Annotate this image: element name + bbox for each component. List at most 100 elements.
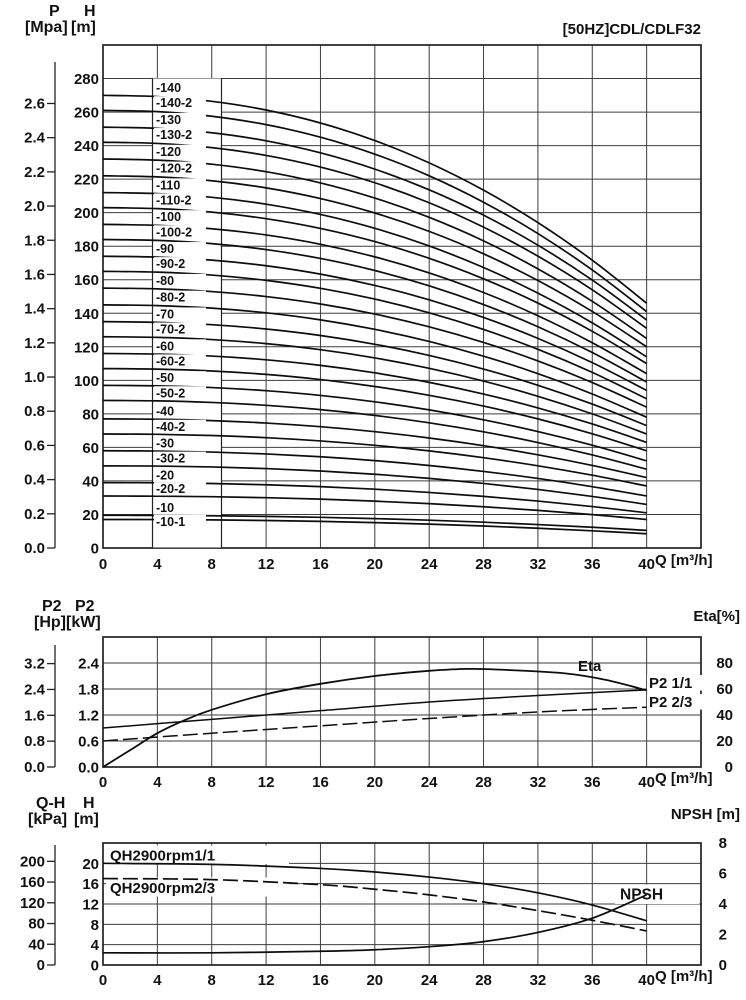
svg-text:12: 12: [258, 774, 275, 791]
svg-text:0.8: 0.8: [24, 733, 45, 750]
svg-text:16: 16: [312, 556, 329, 573]
svg-text:40: 40: [638, 774, 655, 791]
power-hp-axis-name: P2: [42, 598, 62, 615]
power-efficiency-right-tick-labels: 0 20 40 60 80: [716, 655, 733, 776]
svg-text:-120: -120: [156, 145, 181, 159]
svg-text:28: 28: [475, 774, 492, 791]
stage-curve-labels: -140-140-2 -130-130-2 -120 -120-2 -110-110-2…: [154, 81, 206, 529]
single-stage-qh-npsh-secondary-ruler: 0 40 80 120 160 200: [20, 845, 56, 974]
power-efficiency-grid: [102, 636, 702, 768]
svg-text:12: 12: [82, 897, 99, 914]
svg-text:-30: -30: [156, 437, 174, 451]
svg-text:40: 40: [716, 707, 733, 724]
svg-text:2.4: 2.4: [78, 656, 100, 673]
power-hp-axis-unit: [Hp]: [34, 614, 66, 631]
svg-text:8: 8: [91, 917, 99, 934]
head-axis-name: H: [84, 3, 96, 20]
svg-text:0.0: 0.0: [24, 540, 45, 557]
svg-text:-40-2: -40-2: [156, 420, 185, 434]
svg-text:-50: -50: [156, 371, 174, 385]
svg-text:2.4: 2.4: [24, 130, 46, 147]
svg-text:16: 16: [312, 774, 329, 791]
svg-text:12: 12: [258, 972, 275, 989]
svg-text:8: 8: [719, 835, 727, 852]
svg-text:1.2: 1.2: [78, 708, 99, 725]
svg-text:-130-2: -130-2: [156, 128, 192, 142]
svg-text:200: 200: [20, 853, 45, 870]
svg-text:-70: -70: [156, 307, 174, 321]
svg-text:6: 6: [719, 866, 727, 883]
npsh-axis-label: NPSH [m]: [670, 806, 740, 823]
svg-text:-20-2: -20-2: [156, 482, 185, 496]
svg-text:0: 0: [725, 759, 733, 776]
qh-kpa-axis-unit: [kPa]: [28, 811, 68, 828]
svg-text:-20: -20: [156, 468, 174, 482]
svg-text:60: 60: [716, 681, 733, 698]
svg-text:40: 40: [638, 972, 655, 989]
svg-text:-10-1: -10-1: [156, 515, 185, 529]
power-kw-axis-unit: [kW]: [66, 614, 101, 631]
svg-text:Eta: Eta: [578, 658, 602, 675]
svg-text:8: 8: [208, 972, 216, 989]
svg-text:280: 280: [74, 71, 99, 88]
svg-text:20: 20: [82, 856, 99, 873]
svg-text:160: 160: [20, 874, 45, 891]
svg-text:20: 20: [366, 556, 383, 573]
svg-text:0.6: 0.6: [78, 734, 99, 751]
svg-text:32: 32: [530, 556, 547, 573]
svg-text:0: 0: [99, 556, 107, 573]
svg-text:2.6: 2.6: [24, 95, 45, 112]
svg-text:0: 0: [99, 774, 107, 791]
svg-text:4: 4: [153, 972, 162, 989]
svg-text:0: 0: [719, 957, 727, 974]
svg-text:1.6: 1.6: [24, 266, 45, 283]
single-stage-qh-npsh-x-tick-labels: 0 4 8 12 16 20 24 28 32 36 40: [99, 972, 655, 989]
single-stage-qh-npsh-frame: [102, 842, 702, 966]
svg-text:0.0: 0.0: [24, 759, 45, 776]
svg-text:-10: -10: [156, 501, 174, 515]
svg-text:1.0: 1.0: [24, 369, 45, 386]
svg-text:40: 40: [638, 556, 655, 573]
svg-text:20: 20: [716, 733, 733, 750]
svg-text:-40: -40: [156, 405, 174, 419]
svg-text:3.2: 3.2: [24, 656, 45, 673]
svg-text:100: 100: [74, 373, 99, 390]
head-capacity-x-tick-labels: 0 4 8 12 16 20 24 28 32 36 40: [99, 556, 655, 573]
svg-text:NPSH: NPSH: [620, 887, 663, 904]
svg-text:36: 36: [584, 556, 601, 573]
svg-text:-80: -80: [156, 274, 174, 288]
svg-text:80: 80: [82, 406, 99, 423]
power-efficiency-y-tick-labels: 0.0 0.6 1.2 1.8 2.4: [78, 656, 100, 777]
svg-text:2: 2: [719, 927, 727, 944]
svg-text:24: 24: [421, 556, 438, 573]
svg-text:160: 160: [74, 272, 99, 289]
svg-text:28: 28: [475, 556, 492, 573]
power-efficiency-x-tick-labels: 0 4 8 12 16 20 24 28 32 36 40: [99, 774, 655, 791]
svg-text:180: 180: [74, 239, 99, 256]
svg-text:-140-2: -140-2: [156, 96, 192, 110]
svg-text:0: 0: [91, 541, 99, 558]
svg-text:80: 80: [716, 655, 733, 672]
svg-text:-120-2: -120-2: [156, 162, 192, 176]
svg-text:-50-2: -50-2: [156, 386, 185, 400]
svg-text:-60-2: -60-2: [156, 354, 185, 368]
svg-text:QH2900rpm2/3: QH2900rpm2/3: [110, 880, 215, 897]
svg-text:0.4: 0.4: [24, 472, 46, 489]
svg-text:140: 140: [74, 306, 99, 323]
svg-text:260: 260: [74, 105, 99, 122]
svg-text:36: 36: [584, 972, 601, 989]
svg-text:8: 8: [208, 774, 216, 791]
svg-text:0.0: 0.0: [78, 760, 99, 777]
svg-text:-60: -60: [156, 339, 174, 353]
svg-text:20: 20: [366, 774, 383, 791]
svg-text:12: 12: [258, 556, 275, 573]
pressure-axis-unit: [Mpa]: [25, 19, 68, 36]
svg-text:4: 4: [153, 774, 162, 791]
svg-text:60: 60: [82, 440, 99, 457]
flow-axis-label-head-chart: Q [m³/h]: [655, 552, 713, 569]
head-capacity-y-tick-labels: 0 20 40 60 80 100 120 140 160 180 200 220 240 260 280: [74, 71, 99, 557]
svg-text:0.8: 0.8: [24, 403, 45, 420]
svg-text:P2 1/1: P2 1/1: [649, 675, 692, 692]
